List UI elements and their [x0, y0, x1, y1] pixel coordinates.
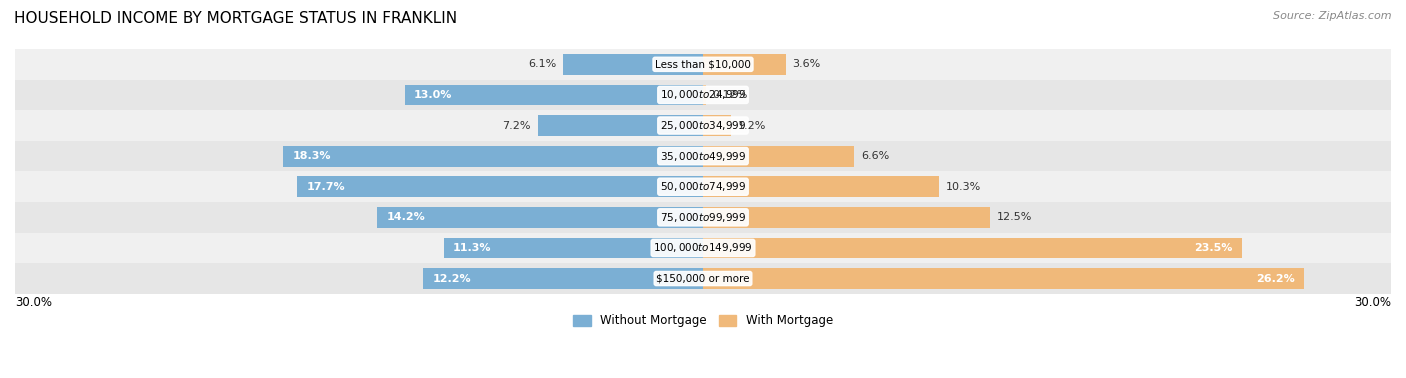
Bar	[297, 176, 703, 197]
Text: Source: ZipAtlas.com: Source: ZipAtlas.com	[1274, 11, 1392, 21]
Text: $150,000 or more: $150,000 or more	[657, 274, 749, 284]
Text: 30.0%: 30.0%	[1354, 296, 1391, 309]
Bar	[15, 232, 1391, 263]
Legend: Without Mortgage, With Mortgage: Without Mortgage, With Mortgage	[568, 310, 838, 332]
Text: $25,000 to $34,999: $25,000 to $34,999	[659, 119, 747, 132]
Text: 23.5%: 23.5%	[1194, 243, 1233, 253]
Bar	[703, 54, 786, 75]
Text: 17.7%: 17.7%	[307, 182, 344, 192]
Text: 10.3%: 10.3%	[946, 182, 981, 192]
Bar	[703, 176, 939, 197]
Text: 1.2%: 1.2%	[737, 121, 766, 130]
Text: 11.3%: 11.3%	[453, 243, 492, 253]
Bar	[538, 115, 703, 136]
Bar	[377, 207, 703, 228]
Bar	[703, 85, 706, 105]
Text: $100,000 to $149,999: $100,000 to $149,999	[654, 242, 752, 254]
Bar	[703, 115, 731, 136]
Text: 6.6%: 6.6%	[862, 151, 890, 161]
Text: Less than $10,000: Less than $10,000	[655, 59, 751, 69]
Bar	[703, 146, 855, 167]
Bar	[15, 202, 1391, 232]
Text: $35,000 to $49,999: $35,000 to $49,999	[659, 150, 747, 163]
Text: 7.2%: 7.2%	[502, 121, 531, 130]
Bar	[15, 172, 1391, 202]
Text: 30.0%: 30.0%	[15, 296, 52, 309]
Bar	[405, 85, 703, 105]
Bar	[703, 268, 1303, 289]
Text: 14.2%: 14.2%	[387, 212, 425, 222]
Text: 26.2%: 26.2%	[1256, 274, 1295, 284]
Text: 13.0%: 13.0%	[413, 90, 453, 100]
Bar	[15, 110, 1391, 141]
Text: $75,000 to $99,999: $75,000 to $99,999	[659, 211, 747, 224]
Text: $10,000 to $24,999: $10,000 to $24,999	[659, 88, 747, 101]
Bar	[703, 207, 990, 228]
Bar	[444, 237, 703, 258]
Text: 6.1%: 6.1%	[529, 59, 557, 69]
Bar	[15, 80, 1391, 110]
Bar	[15, 49, 1391, 80]
Text: 0.12%: 0.12%	[713, 90, 748, 100]
Bar	[284, 146, 703, 167]
Text: 12.5%: 12.5%	[997, 212, 1032, 222]
Bar	[423, 268, 703, 289]
Text: 3.6%: 3.6%	[793, 59, 821, 69]
Text: 12.2%: 12.2%	[433, 274, 471, 284]
Bar	[15, 263, 1391, 294]
Text: HOUSEHOLD INCOME BY MORTGAGE STATUS IN FRANKLIN: HOUSEHOLD INCOME BY MORTGAGE STATUS IN F…	[14, 11, 457, 26]
Text: 18.3%: 18.3%	[292, 151, 330, 161]
Bar	[703, 237, 1241, 258]
Text: $50,000 to $74,999: $50,000 to $74,999	[659, 180, 747, 193]
Bar	[564, 54, 703, 75]
Bar	[15, 141, 1391, 172]
